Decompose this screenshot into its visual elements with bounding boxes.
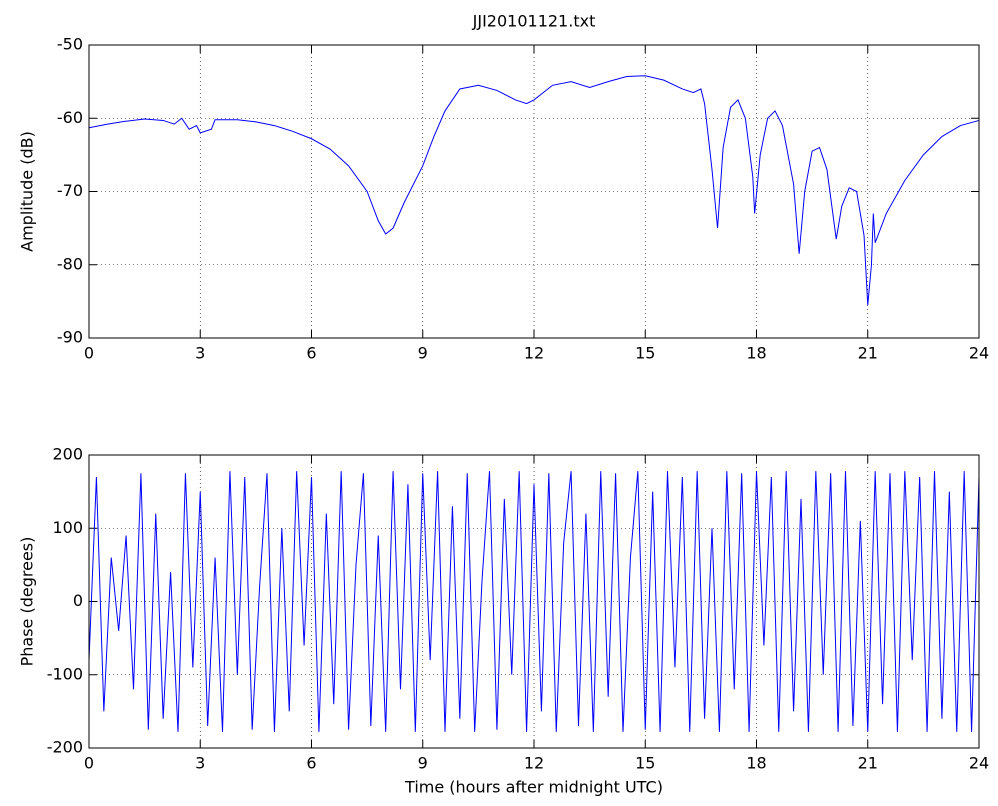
- x-tick-label: 15: [635, 344, 655, 363]
- x-tick-label: 18: [746, 754, 766, 773]
- x-tick-label: 12: [524, 754, 544, 773]
- y-tick-label: -60: [57, 108, 83, 127]
- y-tick-label: -90: [57, 328, 83, 347]
- x-tick-label: 24: [969, 754, 989, 773]
- x-tick-label: 18: [746, 344, 766, 363]
- x-tick-label: 12: [524, 344, 544, 363]
- x-axis-label: Time (hours after midnight UTC): [404, 778, 663, 797]
- y-tick-label: -200: [47, 738, 83, 757]
- y-tick-label: 0: [73, 591, 83, 610]
- x-tick-label: 6: [306, 754, 316, 773]
- x-tick-label: 0: [84, 754, 94, 773]
- axes-box: [88, 454, 980, 749]
- x-tick-label: 3: [195, 754, 205, 773]
- x-tick-label: 24: [969, 344, 989, 363]
- y-tick-label: 100: [52, 518, 83, 537]
- chart-title: JJI20101121.txt: [472, 12, 596, 31]
- y-axis-label: Phase (degrees): [18, 537, 37, 667]
- y-tick-label: -70: [57, 181, 83, 200]
- x-tick-label: 21: [858, 344, 878, 363]
- y-axis-label: Amplitude (dB): [18, 131, 37, 252]
- data-line: [88, 471, 980, 732]
- x-tick-label: 3: [195, 344, 205, 363]
- y-tick-label: -100: [47, 664, 83, 683]
- x-tick-label: 21: [858, 754, 878, 773]
- axes-box: [88, 44, 980, 339]
- y-tick-label: -50: [57, 35, 83, 54]
- x-tick-label: 6: [306, 344, 316, 363]
- y-tick-label: 200: [52, 445, 83, 464]
- x-tick-label: 15: [635, 754, 655, 773]
- y-tick-label: -80: [57, 254, 83, 273]
- x-tick-label: 0: [84, 344, 94, 363]
- x-tick-label: 9: [418, 344, 428, 363]
- data-line: [88, 75, 980, 306]
- x-tick-label: 9: [418, 754, 428, 773]
